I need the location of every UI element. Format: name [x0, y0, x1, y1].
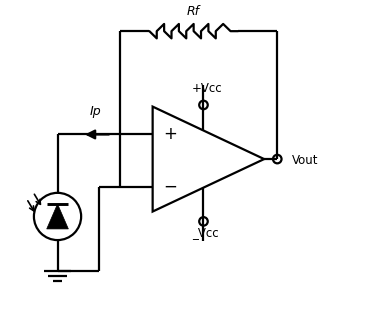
- Polygon shape: [47, 204, 68, 229]
- Text: Ip: Ip: [89, 105, 101, 118]
- Text: Rf: Rf: [187, 5, 200, 18]
- Text: Vout: Vout: [292, 154, 319, 167]
- Text: +: +: [164, 125, 178, 143]
- Text: +Vcc: +Vcc: [192, 82, 223, 95]
- Text: _Vcc: _Vcc: [192, 226, 218, 239]
- Text: −: −: [164, 178, 178, 196]
